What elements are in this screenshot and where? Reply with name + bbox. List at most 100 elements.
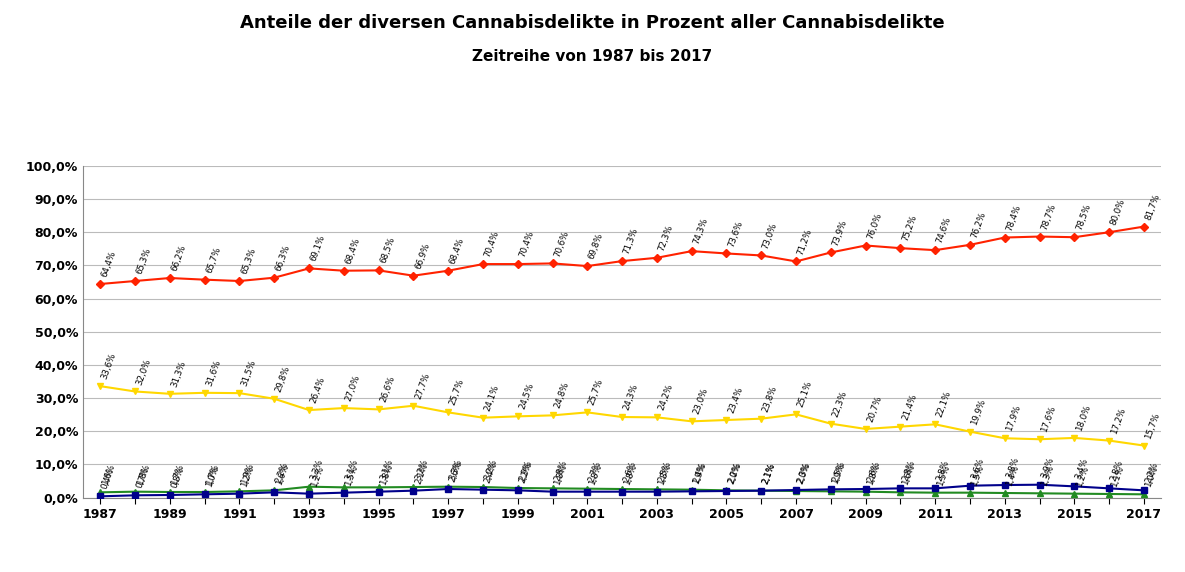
Text: 32,0%: 32,0% bbox=[135, 357, 153, 386]
Einf. Canna. bbox=[162, 488, 177, 495]
Einf. Canna. bbox=[511, 484, 525, 491]
Text: 65,3%: 65,3% bbox=[239, 247, 257, 276]
Anbau Can. bbox=[963, 482, 978, 489]
Text: 1,6%: 1,6% bbox=[901, 463, 916, 487]
Einf. Canna. bbox=[128, 488, 142, 495]
Text: 1,8%: 1,8% bbox=[656, 463, 673, 486]
Text: 2,1%: 2,1% bbox=[414, 462, 429, 485]
Allg. Canna. bbox=[441, 267, 455, 274]
Allg. Canna. bbox=[232, 277, 246, 284]
Text: 2,2%: 2,2% bbox=[1144, 461, 1160, 485]
Text: 2,0%: 2,0% bbox=[726, 462, 743, 486]
Einf. Canna. bbox=[581, 485, 595, 492]
H+S Canna. bbox=[928, 421, 942, 428]
H+S Canna. bbox=[198, 390, 212, 396]
Text: 1,9%: 1,9% bbox=[692, 462, 707, 486]
Anbau Can. bbox=[789, 487, 803, 494]
Anbau Can. bbox=[128, 492, 142, 499]
Text: 2,4%: 2,4% bbox=[483, 460, 499, 484]
H+S Canna. bbox=[615, 414, 629, 420]
Text: 1,0%: 1,0% bbox=[205, 465, 220, 488]
H+S Canna. bbox=[476, 414, 491, 421]
Text: 1,4%: 1,4% bbox=[1005, 464, 1020, 487]
Text: 27,7%: 27,7% bbox=[414, 371, 431, 400]
Text: 2,1%: 2,1% bbox=[761, 462, 777, 485]
Text: 1,2%: 1,2% bbox=[1075, 464, 1090, 488]
Text: 2,8%: 2,8% bbox=[935, 459, 952, 483]
Einf. Canna. bbox=[302, 483, 316, 490]
Text: 0,4%: 0,4% bbox=[101, 467, 116, 491]
Allg. Canna. bbox=[649, 255, 664, 261]
Text: 81,7%: 81,7% bbox=[1144, 192, 1161, 221]
Einf. Canna. bbox=[337, 484, 351, 491]
Text: 17,9%: 17,9% bbox=[1005, 404, 1023, 432]
Text: 2,5%: 2,5% bbox=[656, 460, 673, 484]
Text: 66,2%: 66,2% bbox=[169, 244, 187, 272]
Text: 3,2%: 3,2% bbox=[414, 458, 429, 482]
Einf. Canna. bbox=[1032, 490, 1046, 496]
Text: 2,1%: 2,1% bbox=[761, 462, 777, 485]
H+S Canna. bbox=[649, 414, 664, 421]
Allg. Canna. bbox=[476, 261, 491, 268]
Text: 25,7%: 25,7% bbox=[588, 378, 606, 407]
Text: 2,3%: 2,3% bbox=[796, 461, 812, 484]
Allg. Canna. bbox=[1032, 233, 1046, 240]
Text: 2,4%: 2,4% bbox=[692, 460, 707, 484]
Anbau Can. bbox=[162, 491, 177, 498]
Allg. Canna. bbox=[1102, 229, 1116, 236]
H+S Canna. bbox=[441, 409, 455, 416]
Text: 70,4%: 70,4% bbox=[518, 230, 536, 259]
Text: 24,2%: 24,2% bbox=[656, 383, 674, 412]
Text: 2,6%: 2,6% bbox=[865, 460, 882, 483]
H+S Canna. bbox=[1102, 437, 1116, 444]
Anbau Can. bbox=[754, 487, 768, 494]
Text: 73,9%: 73,9% bbox=[831, 219, 848, 247]
Einf. Canna. bbox=[94, 489, 108, 496]
Text: 65,7%: 65,7% bbox=[205, 245, 223, 274]
Text: 1,3%: 1,3% bbox=[1039, 464, 1056, 488]
Text: 2,8%: 2,8% bbox=[1109, 459, 1125, 483]
Text: 1,7%: 1,7% bbox=[205, 463, 220, 486]
Einf. Canna. bbox=[789, 487, 803, 494]
Text: 1,8%: 1,8% bbox=[379, 463, 395, 486]
Anbau Can. bbox=[1136, 487, 1151, 494]
Text: 21,4%: 21,4% bbox=[901, 392, 918, 421]
Text: 1,6%: 1,6% bbox=[274, 463, 290, 487]
Allg. Canna. bbox=[162, 275, 177, 281]
H+S Canna. bbox=[94, 383, 108, 390]
Anbau Can. bbox=[1032, 481, 1046, 488]
Einf. Canna. bbox=[858, 488, 872, 495]
Text: 24,1%: 24,1% bbox=[483, 383, 501, 412]
Einf. Canna. bbox=[615, 486, 629, 492]
Text: 23,8%: 23,8% bbox=[761, 384, 779, 413]
Allg. Canna. bbox=[372, 267, 386, 274]
Einf. Canna. bbox=[232, 488, 246, 495]
Anbau Can. bbox=[615, 488, 629, 495]
Anbau Can. bbox=[337, 489, 351, 496]
H+S Canna. bbox=[893, 423, 908, 430]
Text: 15,7%: 15,7% bbox=[1144, 411, 1161, 440]
Anbau Can. bbox=[1068, 483, 1082, 490]
Text: 3,2%: 3,2% bbox=[483, 458, 499, 482]
Text: 1,8%: 1,8% bbox=[552, 463, 569, 486]
Text: 69,1%: 69,1% bbox=[309, 234, 327, 263]
Einf. Canna. bbox=[649, 486, 664, 493]
Einf. Canna. bbox=[406, 483, 421, 490]
Text: 73,0%: 73,0% bbox=[761, 221, 779, 250]
Line: Allg. Canna.: Allg. Canna. bbox=[97, 224, 1147, 287]
Text: 23,0%: 23,0% bbox=[692, 387, 710, 416]
Allg. Canna. bbox=[337, 267, 351, 274]
Text: Zeitreihe von 1987 bis 2017: Zeitreihe von 1987 bis 2017 bbox=[473, 49, 712, 63]
Text: 68,4%: 68,4% bbox=[448, 236, 466, 265]
Text: 17,6%: 17,6% bbox=[1039, 405, 1057, 434]
Text: 3,8%: 3,8% bbox=[1005, 456, 1020, 479]
Text: 26,4%: 26,4% bbox=[309, 376, 327, 404]
H+S Canna. bbox=[789, 411, 803, 418]
H+S Canna. bbox=[406, 402, 421, 409]
Allg. Canna. bbox=[998, 234, 1012, 241]
H+S Canna. bbox=[963, 428, 978, 435]
Text: 78,5%: 78,5% bbox=[1075, 203, 1093, 232]
H+S Canna. bbox=[302, 407, 316, 414]
Einf. Canna. bbox=[719, 487, 734, 494]
Text: 74,3%: 74,3% bbox=[692, 217, 710, 245]
